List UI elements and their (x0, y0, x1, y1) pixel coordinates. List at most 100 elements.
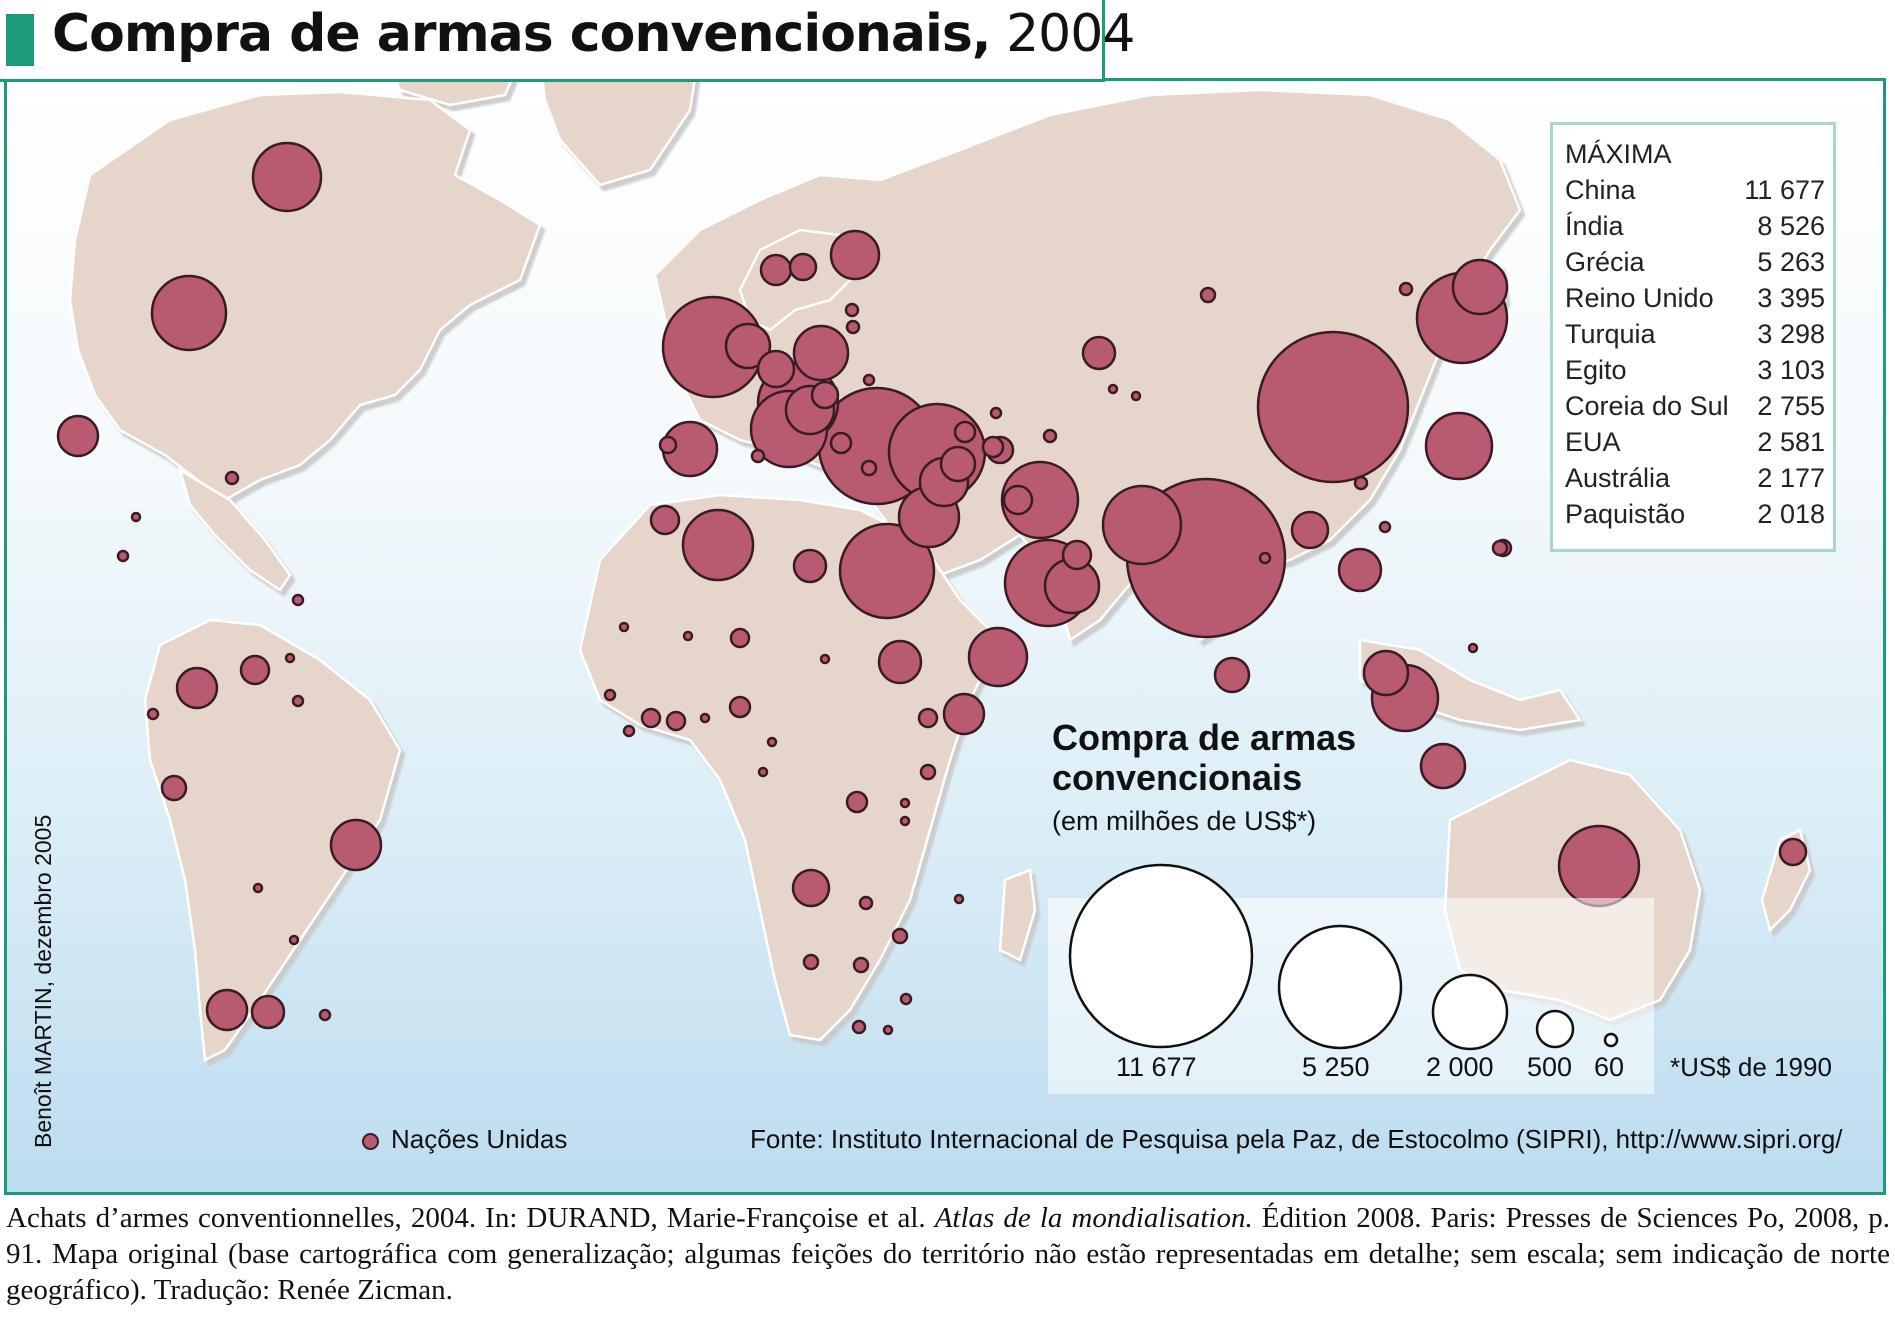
legend-size-label: 500 (1527, 1052, 1573, 1082)
bubble-small-20 (665, 710, 687, 732)
un-bubble-icon (362, 1132, 379, 1150)
africa-landmass (578, 493, 1002, 1042)
bubble-cameroon (845, 790, 869, 814)
ranking-country: China (1565, 175, 1636, 205)
bubble-small-38 (899, 992, 913, 1006)
ranking-country: Austrália (1565, 463, 1671, 493)
legend-circle-60 (1603, 1032, 1619, 1048)
ranking-country: Índia (1565, 211, 1624, 241)
legend-subtitle: (em milhões de US$*) (1052, 806, 1317, 836)
bubble-small-11 (1353, 475, 1369, 491)
legend-size-label: 60 (1594, 1052, 1625, 1082)
ranking-value: 11 677 (1744, 175, 1825, 205)
map-title: Compra de armas convencionais, 2004 (52, 4, 1135, 64)
legend-size-label: 11 677 (1116, 1052, 1197, 1082)
ranking-row: Turquia 3 298 (1565, 319, 1825, 355)
bubble-kenya (919, 763, 937, 781)
bubble-belgium (756, 349, 796, 389)
bubble-small-10 (1258, 551, 1272, 565)
purchase-bubbles (56, 141, 1808, 1036)
bubble-iran (1000, 460, 1080, 540)
bubble-small-39 (882, 1024, 894, 1036)
bubble-small-21 (640, 707, 662, 729)
bubble-nigeria (728, 695, 752, 719)
citation-part1: Achats d’armes conventionnelles, 2004. I… (6, 1202, 935, 1234)
bubble-small-42 (291, 593, 305, 607)
bubble-small-46 (252, 882, 264, 894)
citation-part2: Édition 2008. Paris: Presses de Sciences… (6, 1202, 1890, 1306)
author-credit: Benoît MARTIN, dezembro 2005 (30, 814, 56, 1148)
ranking-value: 3 298 (1757, 319, 1825, 349)
bubble-sri-lanka (1213, 656, 1251, 694)
bubble-mexico (56, 414, 100, 458)
bubble-angola (791, 868, 831, 908)
bubble-libya (792, 548, 828, 584)
bubble-syria (939, 445, 977, 483)
bubble-small-15 (1130, 390, 1142, 402)
bubble-small-8 (1002, 484, 1034, 516)
bubble-small-53 (1491, 539, 1509, 557)
ranking-value: 3 395 (1757, 283, 1825, 313)
ranking-row: Índia 8 526 (1565, 211, 1825, 247)
bubble-small-48 (318, 1008, 332, 1022)
legend-circle-2000 (1431, 973, 1509, 1051)
legend-circle-11677 (1068, 863, 1254, 1049)
legend-circle-500 (1535, 1009, 1575, 1049)
bubble-small-49 (1467, 642, 1479, 654)
un-legend: Nações Unidas (362, 1124, 567, 1155)
bubble-cuba (224, 470, 240, 486)
bubble-philippines (1419, 742, 1467, 790)
world-map (56, 28, 1812, 1062)
ranking-country: Egito (1565, 355, 1627, 385)
bubble-small-30 (917, 707, 939, 729)
ranking-row: Paquistão 2 018 (1565, 499, 1825, 535)
bubble-small-17 (750, 448, 766, 464)
central-america-landmass (177, 467, 292, 592)
bubble-venezuela (175, 666, 219, 710)
bubble-brazil (329, 818, 383, 872)
ranking-row: Grécia 5 263 (1565, 247, 1825, 283)
bubble-small-18 (658, 435, 678, 455)
bubble-small-31 (899, 797, 911, 809)
bubble-japan (1451, 258, 1509, 316)
bibliographic-citation: Achats d’armes conventionnelles, 2004. I… (6, 1200, 1890, 1308)
ranking-value: 5 263 (1757, 247, 1825, 277)
bubble-argentina (250, 994, 286, 1030)
bubble-peru (160, 774, 188, 802)
bubble-small-9 (1061, 539, 1093, 571)
ranking-country: Reino Unido (1565, 283, 1714, 313)
bubble-small-13 (989, 406, 1003, 420)
madagascar-landmass (998, 868, 1037, 962)
north-america-landmass (68, 90, 542, 502)
ranking-row: China 11 677 (1565, 175, 1825, 211)
bubble-finland (829, 229, 881, 281)
bubble-colombia (239, 654, 271, 686)
bubble-usa-west (150, 274, 228, 352)
bubble-china (1256, 330, 1410, 484)
bubble-small-50 (1378, 520, 1392, 534)
source-text: Fonte: Instituto Internacional de Pesqui… (750, 1124, 1843, 1154)
bubble-small-34 (953, 893, 965, 905)
bubble-small-52 (1778, 837, 1808, 867)
bubble-small-28 (757, 766, 769, 778)
ranking-row: Austrália 2 177 (1565, 463, 1825, 499)
bubble-small-40 (130, 511, 142, 523)
bubble-small-32 (899, 815, 911, 827)
bubble-small-1 (844, 302, 860, 318)
ranking-value: 3 103 (1757, 355, 1825, 385)
bubble-small-41 (116, 549, 130, 563)
citation-book-title: Atlas de la mondialisation. (934, 1202, 1253, 1234)
ranking-value: 2 177 (1757, 463, 1825, 493)
ranking-row: Reino Unido 3 395 (1565, 283, 1825, 319)
bubble-small-24 (618, 621, 630, 633)
legend-circle-5250 (1277, 924, 1403, 1050)
bubble-small-12 (1042, 428, 1058, 444)
bubble-small-25 (682, 630, 694, 642)
title-box: Compra de armas convencionais, 2004 (0, 0, 1135, 82)
bubble-small-3 (862, 373, 876, 387)
map-title-year: 2004 (1006, 4, 1135, 64)
bubble-taiwan (1424, 411, 1494, 481)
bubble-sudan (877, 639, 923, 685)
title-accent-bar (6, 14, 34, 66)
legend-size-label: 2 000 (1426, 1052, 1494, 1082)
